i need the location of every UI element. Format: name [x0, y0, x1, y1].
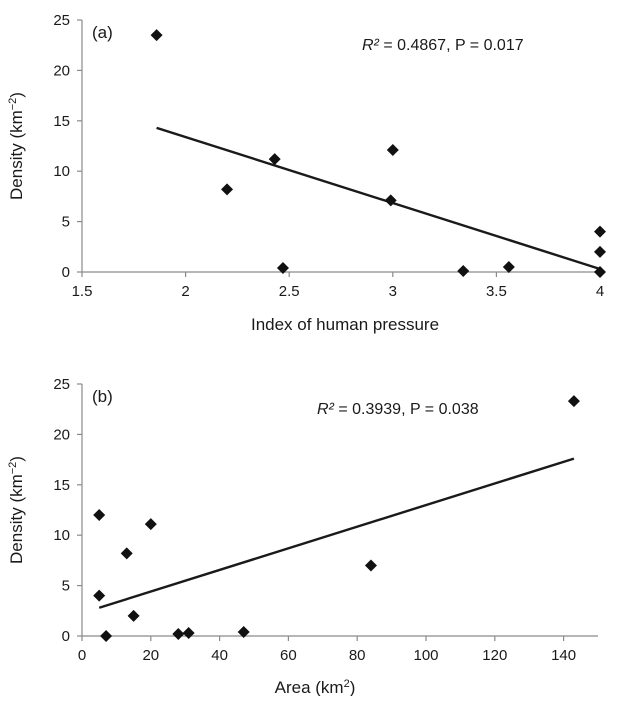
- axis-title-main: Density (km: [7, 110, 26, 200]
- axis-title-main: Density (km: [7, 474, 26, 564]
- data-point: [364, 559, 377, 572]
- y-tick-label: 5: [62, 214, 70, 231]
- x-axis-title: Index of human pressure: [251, 315, 439, 334]
- axis-title-superscript: −2: [7, 98, 19, 111]
- data-point: [567, 395, 580, 408]
- data-point: [594, 245, 606, 258]
- x-tick-label: 1.5: [72, 283, 93, 300]
- data-point: [93, 589, 106, 602]
- x-tick-label: 20: [142, 647, 159, 664]
- x-tick-label: 2: [181, 283, 189, 300]
- axis-title-tail: ): [350, 678, 356, 696]
- x-tick-label: 140: [551, 647, 576, 664]
- y-tick-label: 25: [53, 12, 70, 29]
- data-point: [594, 266, 606, 278]
- x-tick-label: 40: [211, 647, 228, 664]
- regression-stats: = 0.3939, P = 0.038: [334, 401, 479, 418]
- y-tick-label: 10: [53, 163, 70, 180]
- axis-title-tail: ): [7, 92, 26, 98]
- data-point: [172, 627, 185, 640]
- x-tick-label: 3: [389, 283, 397, 300]
- y-tick-label: 0: [62, 264, 70, 281]
- axis-title-tail: ): [7, 456, 26, 462]
- y-tick-label: 20: [53, 62, 70, 79]
- y-tick-label: 25: [53, 376, 70, 393]
- x-axis-title: Area (km2): [275, 678, 356, 696]
- data-point: [100, 630, 113, 642]
- data-point: [237, 625, 250, 638]
- data-point: [276, 261, 289, 274]
- data-point: [221, 183, 234, 196]
- panel-b: 0 5 10 15 20 25 0 20 40 60 80 100 120 140 (b) R² = 0.39…: [7, 376, 598, 697]
- data-point: [502, 260, 515, 273]
- x-tick-label: 60: [280, 647, 297, 664]
- regression-annotation: R² = 0.4867, P = 0.017: [362, 37, 524, 54]
- data-point: [144, 518, 157, 531]
- y-tick-label: 15: [53, 477, 70, 494]
- data-point: [386, 144, 399, 157]
- data-point: [127, 609, 140, 622]
- regression-annotation: R² = 0.3939, P = 0.038: [317, 401, 479, 418]
- trend-line: [98, 457, 575, 609]
- axis-title-superscript: 2: [344, 678, 350, 690]
- regression-stats: = 0.4867, P = 0.017: [379, 37, 524, 54]
- y-axis-title: Density (km−2): [7, 92, 26, 200]
- y-tick-label: 15: [53, 113, 70, 130]
- data-point: [93, 509, 106, 522]
- y-axis-title: Density (km−2): [7, 456, 26, 564]
- y-tick-label: 0: [62, 628, 70, 645]
- data-point: [120, 547, 133, 560]
- trend-line: [156, 126, 601, 271]
- x-tick-label: 120: [482, 647, 507, 664]
- r-squared-symbol: R²: [317, 401, 335, 418]
- x-tick-label: 100: [413, 647, 438, 664]
- panel-label: (b): [92, 387, 113, 406]
- x-tick-label: 0: [78, 647, 86, 664]
- data-point: [384, 194, 397, 207]
- axis-title-superscript: −2: [7, 462, 19, 475]
- data-point: [150, 29, 163, 42]
- y-tick-label: 10: [53, 527, 70, 544]
- x-tick-label: 2.5: [279, 283, 300, 300]
- data-point: [182, 626, 195, 639]
- data-point: [268, 153, 281, 166]
- x-tick-label: 3.5: [486, 283, 507, 300]
- panel-a: 0 5 10 15 20 25 1.5 2 2.5 3 3.5 4 (a) R² = 0.4867, P …: [7, 12, 606, 334]
- y-tick-label: 20: [53, 426, 70, 443]
- panel-label: (a): [92, 23, 113, 42]
- x-tick-label: 80: [349, 647, 366, 664]
- r-squared-symbol: R²: [362, 37, 380, 54]
- data-point: [594, 225, 606, 238]
- axis-title-main: Area (km: [275, 678, 344, 696]
- x-tick-label: 4: [596, 283, 604, 300]
- data-point: [457, 264, 470, 277]
- y-tick-label: 5: [62, 578, 70, 595]
